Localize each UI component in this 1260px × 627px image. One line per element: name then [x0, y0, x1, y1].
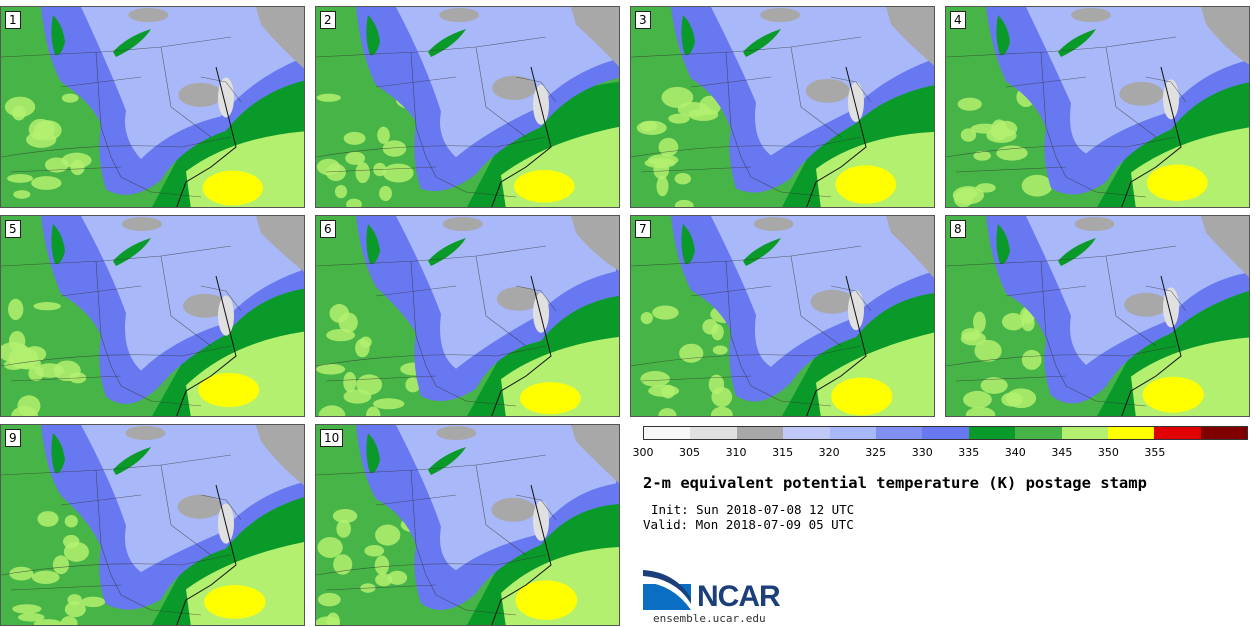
map-canvas [1, 425, 304, 625]
colorbar-tick-label: 355 [1144, 446, 1166, 459]
colorbar-tick-label: 315 [772, 446, 794, 459]
map-canvas [316, 425, 619, 625]
member-label: 3 [635, 11, 651, 29]
colorbar-swatch [690, 427, 737, 439]
colorbar-tick-label: 320 [818, 446, 840, 459]
figure-title: 2-m equivalent potential temperature (K)… [643, 474, 1147, 492]
member-label: 1 [5, 11, 21, 29]
map-canvas [1, 216, 304, 416]
member-label: 7 [635, 220, 651, 238]
colorbar-swatch [736, 427, 784, 439]
member-panel-6: 6 [315, 215, 620, 417]
member-panel-4: 4 [945, 6, 1250, 208]
map-canvas [631, 216, 934, 416]
member-panel-5: 5 [0, 215, 305, 417]
valid-time: Valid: Mon 2018-07-09 05 UTC [643, 517, 854, 532]
member-label: 10 [320, 429, 344, 447]
ncar-logo-icon [643, 570, 691, 610]
member-label: 8 [950, 220, 966, 238]
member-label: 4 [950, 11, 966, 29]
colorbar-swatch [1061, 427, 1108, 439]
member-panel-3: 3 [630, 6, 935, 208]
colorbar-tick-label: 335 [958, 446, 980, 459]
map-canvas [631, 7, 934, 207]
colorbar-tick-label: 350 [1097, 446, 1119, 459]
init-time: Init: Sun 2018-07-08 12 UTC [651, 502, 855, 517]
colorbar-tick-label: 345 [1051, 446, 1073, 459]
colorbar-swatch [875, 427, 923, 439]
colorbar-swatch [829, 427, 876, 439]
colorbar-swatch [968, 427, 1016, 439]
logo-text: NCAR [697, 580, 781, 613]
map-canvas [316, 216, 619, 416]
colorbar-swatch [1107, 427, 1155, 439]
colorbar-tick-label: 310 [725, 446, 747, 459]
map-canvas [1, 7, 304, 207]
colorbar-swatch [644, 427, 691, 439]
colorbar [643, 426, 1248, 440]
member-panel-1: 1 [0, 6, 305, 208]
colorbar-tick-label: 305 [679, 446, 701, 459]
member-label: 2 [320, 11, 336, 29]
member-panel-10: 10 [315, 424, 620, 626]
map-canvas [946, 216, 1249, 416]
member-panel-8: 8 [945, 215, 1250, 417]
colorbar-tick-label: 300 [632, 446, 654, 459]
map-canvas [316, 7, 619, 207]
colorbar-swatch [1015, 427, 1062, 439]
member-panel-7: 7 [630, 215, 935, 417]
colorbar-tick-label: 325 [865, 446, 887, 459]
colorbar-tick-label: 330 [911, 446, 933, 459]
colorbar-swatch [1154, 427, 1201, 439]
colorbar-swatch [783, 427, 830, 439]
colorbar-swatch [922, 427, 969, 439]
map-canvas [946, 7, 1249, 207]
member-panel-2: 2 [315, 6, 620, 208]
member-label: 9 [5, 429, 21, 447]
logo-url: ensemble.ucar.edu [653, 612, 766, 625]
member-label: 5 [5, 220, 21, 238]
colorbar-tick-label: 340 [1004, 446, 1026, 459]
colorbar-swatch [1200, 427, 1248, 439]
member-label: 6 [320, 220, 336, 238]
colorbar-ticks: 300 305 310 315 320 325 330 335 340 345 350 355 [633, 446, 1248, 460]
member-panel-9: 9 [0, 424, 305, 626]
